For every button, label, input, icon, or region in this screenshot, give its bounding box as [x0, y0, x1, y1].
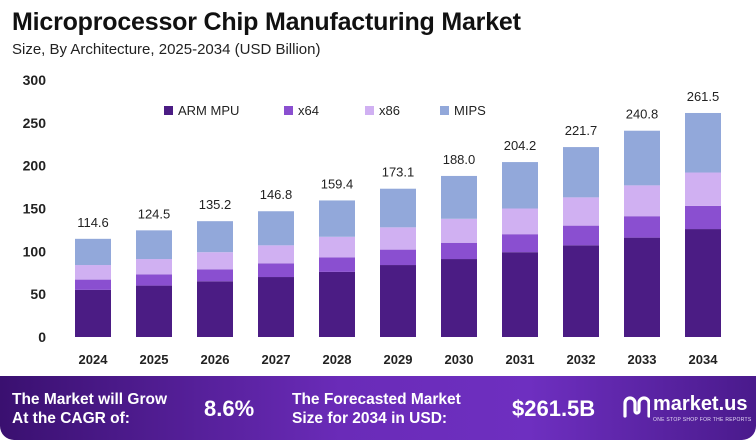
total-data-label: 261.5	[687, 89, 720, 104]
x-tick-label: 2031	[506, 352, 535, 367]
bar-x86	[136, 259, 172, 275]
y-tick-label: 250	[23, 115, 47, 131]
total-data-label: 221.7	[565, 123, 598, 138]
x-tick-label: 2028	[323, 352, 352, 367]
total-data-label: 114.6	[77, 215, 109, 230]
brand-tagline: ONE STOP SHOP FOR THE REPORTS	[653, 417, 752, 423]
total-data-label: 146.8	[260, 187, 293, 202]
legend-label: x86	[379, 103, 400, 118]
bar-mips	[75, 238, 111, 266]
x-tick-label: 2029	[384, 352, 413, 367]
x-tick-label: 2034	[689, 352, 719, 367]
bar-mips	[624, 130, 660, 186]
bar-arm-mpu	[197, 281, 233, 337]
bar-x86	[502, 208, 538, 235]
legend-label: MIPS	[454, 103, 486, 118]
bar-arm-mpu	[319, 271, 355, 337]
bar-arm-mpu	[258, 277, 294, 337]
x-tick-label: 2027	[262, 352, 291, 367]
y-tick-label: 150	[23, 201, 47, 217]
bar-x64	[319, 257, 355, 272]
total-data-label: 135.2	[199, 197, 232, 212]
bar-mips	[563, 147, 599, 198]
y-tick-label: 0	[38, 329, 46, 345]
total-data-label: 159.4	[321, 176, 354, 191]
bar-x86	[319, 236, 355, 258]
bar-x64	[380, 249, 416, 266]
bar-mips	[136, 230, 172, 260]
bar-arm-mpu	[563, 245, 599, 337]
y-tick-label: 50	[30, 286, 46, 302]
x-tick-label: 2030	[445, 352, 474, 367]
chart-subtitle: Size, By Architecture, 2025-2034 (USD Bi…	[12, 41, 321, 58]
bar-mips	[502, 162, 538, 209]
bar-mips	[197, 221, 233, 253]
bar-x86	[685, 172, 721, 206]
x-tick-label: 2032	[567, 352, 596, 367]
bar-x64	[624, 216, 660, 238]
bar-x64	[563, 225, 599, 246]
bar-x86	[258, 245, 294, 264]
total-data-label: 173.1	[382, 165, 415, 180]
total-data-label: 188.0	[443, 152, 476, 167]
legend-swatch	[164, 106, 173, 115]
total-data-label: 204.2	[504, 138, 537, 153]
bar-x64	[75, 279, 111, 290]
bar-x86	[197, 252, 233, 270]
bar-x86	[75, 265, 111, 280]
bar-arm-mpu	[502, 252, 538, 337]
market-us-logo-icon	[623, 396, 650, 418]
bar-arm-mpu	[685, 229, 721, 337]
cagr-label: The Market will Grow At the CAGR of:	[12, 390, 167, 428]
bar-mips	[685, 112, 721, 173]
cagr-label-line2: At the CAGR of:	[12, 410, 130, 427]
bar-arm-mpu	[75, 289, 111, 337]
legend-swatch	[365, 106, 374, 115]
bar-x64	[685, 205, 721, 230]
footer-banner: The Market will Grow At the CAGR of: 8.6…	[0, 376, 756, 440]
bar-x64	[502, 234, 538, 253]
total-data-label: 240.8	[626, 107, 659, 122]
x-tick-label: 2026	[201, 352, 230, 367]
forecast-label: The Forecasted Market Size for 2034 in U…	[292, 390, 461, 428]
bar-mips	[441, 175, 477, 219]
bar-x64	[258, 263, 294, 278]
bar-x86	[563, 197, 599, 226]
legend-label: x64	[298, 103, 319, 118]
chart-title: Microprocessor Chip Manufacturing Market	[12, 8, 521, 36]
cagr-value: 8.6%	[204, 396, 255, 421]
bar-x86	[380, 227, 416, 250]
bar-x64	[441, 242, 477, 260]
total-data-label: 124.5	[138, 206, 171, 221]
bar-arm-mpu	[380, 265, 416, 337]
forecast-label-line2: Size for 2034 in USD:	[292, 410, 448, 427]
cagr-label-line1: The Market will Grow	[12, 391, 168, 408]
y-tick-label: 100	[23, 243, 47, 259]
x-tick-label: 2024	[79, 352, 109, 367]
brand-name: market.us	[653, 393, 748, 415]
bar-x64	[136, 274, 172, 286]
bar-arm-mpu	[136, 285, 172, 337]
legend-label: ARM MPU	[178, 103, 239, 118]
bar-mips	[380, 188, 416, 228]
legend-swatch	[440, 106, 449, 115]
bar-mips	[319, 200, 355, 237]
x-tick-label: 2025	[140, 352, 169, 367]
y-tick-label: 300	[23, 72, 47, 88]
y-tick-label: 200	[23, 158, 47, 174]
brand-logo: market.us ONE STOP SHOP FOR THE REPORTS	[622, 392, 752, 428]
bar-x86	[441, 218, 477, 243]
stacked-bar-chart: 0 50 100 150 200 250 300 114.6 2024 124.5 2025 135.…	[23, 72, 721, 367]
bar-x64	[197, 269, 233, 282]
bar-arm-mpu	[441, 259, 477, 337]
bar-x86	[624, 185, 660, 217]
bar-arm-mpu	[624, 237, 660, 337]
bar-mips	[258, 211, 294, 246]
forecast-label-line1: The Forecasted Market	[292, 391, 461, 408]
legend-swatch	[284, 106, 293, 115]
x-tick-label: 2033	[628, 352, 657, 367]
forecast-value: $261.5B	[512, 396, 596, 421]
